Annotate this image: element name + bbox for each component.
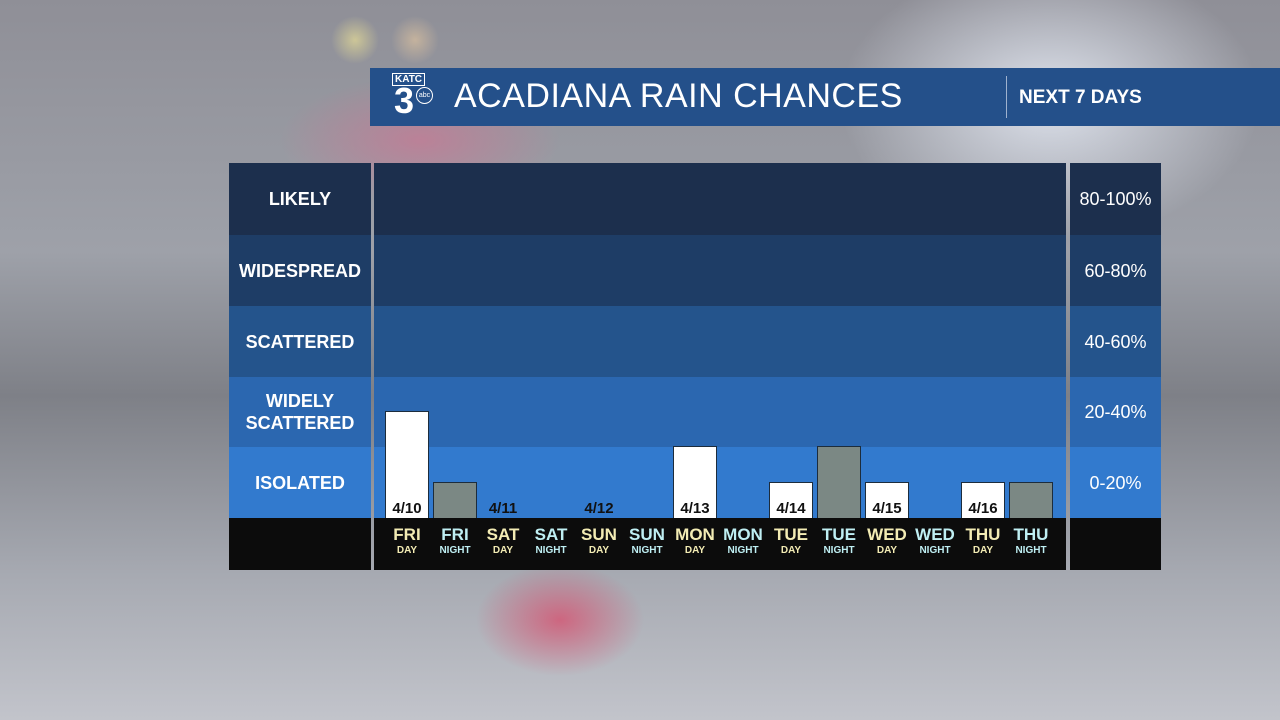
- range-80-100: 80-100%: [1070, 163, 1161, 235]
- period-part: DAY: [972, 545, 994, 556]
- period-day: SAT: [486, 525, 520, 544]
- period-day: WED: [867, 525, 907, 544]
- page-title: ACADIANA RAIN CHANCES: [454, 77, 903, 115]
- period-label: MON NIGHT: [719, 526, 767, 558]
- period-label-strip: [374, 518, 1066, 570]
- period-day: MON: [675, 525, 715, 544]
- range-20-40: 20-40%: [1070, 377, 1161, 447]
- range-40-60: 40-60%: [1070, 306, 1161, 377]
- band-widespread: [374, 235, 1066, 306]
- header-divider: [1006, 76, 1007, 118]
- period-part: NIGHT: [727, 545, 759, 556]
- rain-chance-chart: 4/10 FRI DAY FRI NIGHT 4/11 SAT DAY SAT NIGHT 4/12…: [374, 163, 1066, 570]
- category-scattered: SCATTERED: [229, 306, 371, 377]
- range-60-80: 60-80%: [1070, 235, 1161, 306]
- period-label: TUE DAY: [767, 526, 815, 558]
- date-label: 4/14: [776, 500, 806, 517]
- period-part: DAY: [396, 545, 418, 556]
- period-part: NIGHT: [1015, 545, 1047, 556]
- period-label: TUE NIGHT: [815, 526, 863, 558]
- date-label: 4/11: [488, 500, 518, 517]
- period-part: NIGHT: [439, 545, 471, 556]
- period-day: SUN: [581, 525, 617, 544]
- night-bar: [433, 481, 477, 518]
- period-day: THU: [1013, 525, 1049, 544]
- page-subtitle: NEXT 7 DAYS: [1019, 87, 1142, 108]
- period-day: MON: [723, 525, 763, 544]
- period-label: SUN NIGHT: [623, 526, 671, 558]
- period-label: SAT DAY: [479, 526, 527, 558]
- category-widespread: WIDESPREAD: [229, 235, 371, 306]
- day-bar: [673, 446, 717, 518]
- period-label: THU NIGHT: [1007, 526, 1055, 558]
- percent-ranges-panel: 80-100% 60-80% 40-60% 20-40% 0-20%: [1070, 163, 1161, 570]
- period-part: NIGHT: [823, 545, 855, 556]
- category-widely-scattered-label: WIDELY SCATTERED: [245, 391, 355, 433]
- band-widely-scattered: [374, 377, 1066, 447]
- day-bar: [865, 481, 909, 518]
- period-day: WED: [915, 525, 955, 544]
- period-part: DAY: [588, 545, 610, 556]
- period-label: FRI DAY: [383, 526, 431, 558]
- day-bar: [961, 481, 1005, 518]
- logo-network: abc: [416, 87, 433, 104]
- day-bar: [769, 481, 813, 518]
- night-bar: [817, 446, 861, 518]
- category-labels-panel: LIKELY WIDESPREAD SCATTERED WIDELY SCATT…: [229, 163, 371, 570]
- station-logo: KATC 3 abc: [392, 73, 438, 121]
- category-likely: LIKELY: [229, 163, 371, 235]
- logo-channel: 3: [394, 80, 415, 121]
- period-day: SUN: [629, 525, 665, 544]
- period-part: DAY: [876, 545, 898, 556]
- period-part: DAY: [780, 545, 802, 556]
- range-0-20: 0-20%: [1070, 447, 1161, 518]
- period-part: DAY: [492, 545, 514, 556]
- day-bar: [385, 410, 429, 518]
- period-label: MON DAY: [671, 526, 719, 558]
- period-label: SAT NIGHT: [527, 526, 575, 558]
- date-label: 4/10: [392, 500, 422, 517]
- date-label: 4/13: [680, 500, 710, 517]
- period-day: FRI: [393, 525, 421, 544]
- date-label: 4/15: [872, 500, 902, 517]
- period-label: WED NIGHT: [911, 526, 959, 558]
- period-label: WED DAY: [863, 526, 911, 558]
- period-label: THU DAY: [959, 526, 1007, 558]
- period-label: SUN DAY: [575, 526, 623, 558]
- date-label: 4/16: [968, 500, 998, 517]
- period-day: FRI: [441, 525, 469, 544]
- title-banner: KATC 3 abc ACADIANA RAIN CHANCES NEXT 7 …: [370, 68, 1280, 126]
- period-day: SAT: [534, 525, 568, 544]
- category-isolated: ISOLATED: [229, 447, 371, 518]
- category-widely-scattered: WIDELY SCATTERED: [229, 377, 371, 447]
- period-part: DAY: [684, 545, 706, 556]
- period-label: FRI NIGHT: [431, 526, 479, 558]
- period-day: TUE: [774, 525, 808, 544]
- left-footer: [229, 518, 371, 570]
- period-day: THU: [965, 525, 1001, 544]
- logo-station: KATC: [392, 73, 426, 86]
- period-part: NIGHT: [631, 545, 663, 556]
- night-bar: [1009, 481, 1053, 518]
- period-part: NIGHT: [535, 545, 567, 556]
- band-isolated: [374, 447, 1066, 518]
- period-part: NIGHT: [919, 545, 951, 556]
- period-day: TUE: [822, 525, 856, 544]
- date-label: 4/12: [584, 500, 614, 517]
- right-footer: [1070, 518, 1161, 570]
- band-likely: [374, 163, 1066, 235]
- band-scattered: [374, 306, 1066, 377]
